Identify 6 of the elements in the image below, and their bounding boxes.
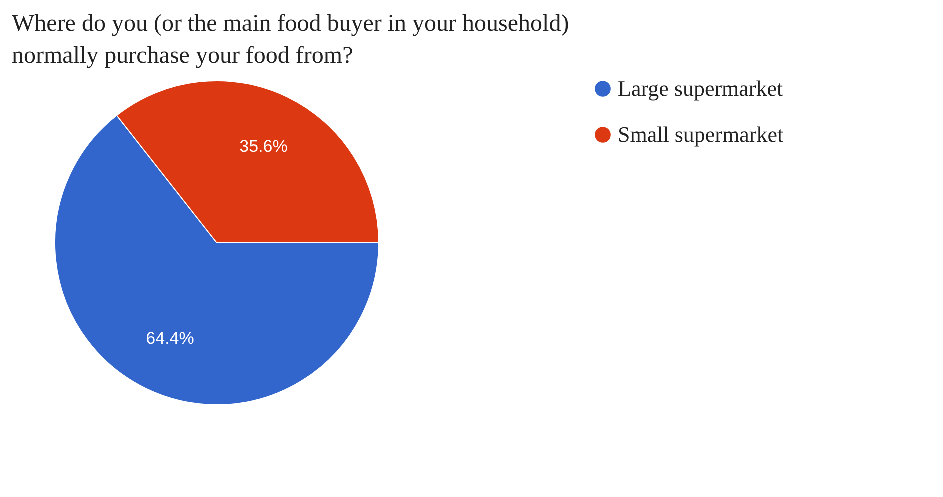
data-label: 64.4% (146, 329, 194, 348)
legend-label: Large supermarket (618, 76, 784, 101)
data-label: 35.6% (240, 136, 288, 156)
legend-label: Small supermarket (618, 122, 784, 147)
text: normally purchase your food from? (12, 43, 354, 69)
text: Where do you (or the main food buyer in your household) (12, 11, 570, 37)
